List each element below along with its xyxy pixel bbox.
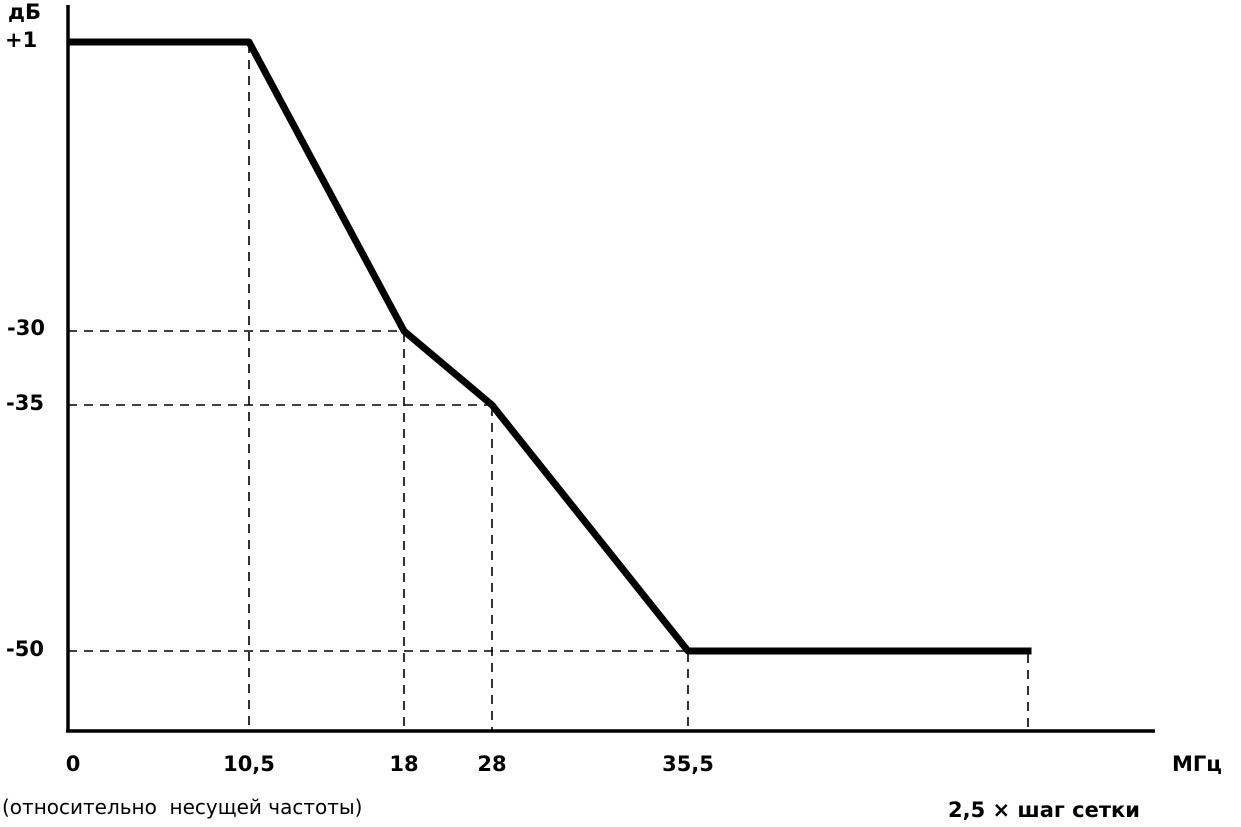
x-axis-unit-label: МГц <box>1172 752 1222 776</box>
x-tick-35-5: 35,5 <box>662 752 714 776</box>
y-axis-unit-label: дБ <box>8 0 41 24</box>
x-tick-10-5: 10,5 <box>223 752 275 776</box>
x-tick-grid-step-line1: 2,5 × шаг сетки <box>947 798 1141 823</box>
y-tick-minus35: -35 <box>6 391 44 415</box>
x-tick-28: 28 <box>477 752 507 776</box>
y-tick-plus1: +1 <box>5 28 38 52</box>
y-axis-footnote: (относительно несущей частоты) <box>2 795 363 819</box>
x-tick-0: 0 <box>65 752 81 776</box>
mask-line <box>68 38 1032 655</box>
y-tick-minus30: -30 <box>7 316 45 340</box>
y-tick-minus50: -50 <box>6 637 44 661</box>
x-tick-18: 18 <box>389 752 419 776</box>
x-tick-grid-step: 2,5 × шаг сетки частот в МГц <box>948 753 1140 827</box>
